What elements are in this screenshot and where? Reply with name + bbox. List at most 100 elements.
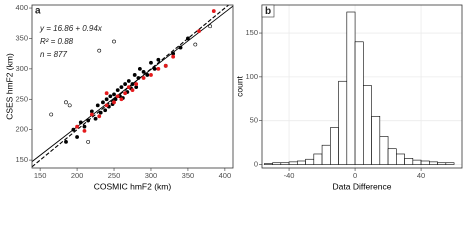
point: [89, 112, 94, 117]
plot-layer: [32, 5, 233, 168]
panel-label: a: [35, 6, 41, 17]
bar: [420, 160, 430, 165]
point: [104, 91, 109, 96]
point: [89, 109, 94, 114]
point: [112, 92, 116, 97]
bar: [354, 41, 364, 165]
point: [156, 66, 161, 71]
y-tick-label: 300: [15, 64, 28, 73]
point: [156, 57, 161, 62]
figure: 150 200 250 300 350 400150200250300350400COSM…: [4, 3, 463, 191]
bar: [330, 127, 339, 165]
bar: [379, 136, 389, 165]
bar: [272, 162, 282, 165]
y-axis-title: count: [234, 75, 244, 96]
bar: [280, 162, 290, 165]
point: [149, 60, 153, 65]
x-tick-label: 250: [108, 171, 121, 180]
x-tick-label: 40: [417, 171, 425, 180]
x-tick-label: 150: [34, 171, 47, 180]
bar: [313, 153, 323, 165]
bar: [387, 148, 397, 165]
point: [149, 73, 153, 77]
point: [104, 97, 109, 102]
y-tick-label: 350: [15, 33, 28, 42]
point: [126, 79, 131, 83]
x-tick-label: 200: [71, 171, 84, 180]
point: [163, 63, 168, 68]
point: [86, 139, 91, 144]
y-axis-title: CSES hmF2 (km): [4, 53, 14, 120]
point: [134, 85, 139, 90]
point: [104, 103, 109, 108]
bar: [371, 115, 381, 165]
x-tick-label: 300: [145, 171, 158, 180]
bar: [288, 161, 298, 165]
point: [211, 9, 216, 13]
point: [208, 24, 212, 29]
point: [130, 88, 135, 93]
point: [95, 103, 100, 108]
x-tick-label: 0: [353, 171, 357, 180]
point: [112, 39, 116, 44]
point: [75, 135, 79, 139]
point: [97, 48, 102, 53]
plot-border: [31, 4, 234, 169]
panel-label-box: [261, 4, 275, 18]
point: [101, 100, 105, 105]
bar: [437, 162, 447, 165]
y-tick-label: 50: [250, 116, 258, 125]
point: [193, 42, 198, 47]
point: [136, 76, 141, 80]
y-tick-label: 250: [15, 94, 28, 103]
point: [137, 66, 142, 71]
y-tick-label: 400: [15, 3, 28, 12]
page: {"chart_data": [ {"type": "scatter", "pa…: [4, 3, 463, 192]
point: [119, 85, 124, 90]
y-tick-label: 200: [15, 125, 28, 134]
point: [132, 73, 137, 77]
point: [134, 82, 139, 86]
x-tick-label: 400: [219, 171, 232, 180]
panel-label: b: [265, 6, 271, 17]
point: [171, 51, 176, 56]
point: [93, 116, 98, 121]
point: [197, 29, 201, 34]
point: [145, 73, 150, 77]
point: [113, 97, 118, 102]
point: [82, 124, 87, 129]
point: [103, 108, 108, 113]
x-tick-label: 350: [182, 171, 195, 180]
y-tick-label: 100: [245, 72, 258, 81]
point: [108, 94, 113, 99]
point: [123, 91, 128, 96]
bar: [404, 158, 414, 165]
bar: [321, 144, 331, 165]
point: [98, 110, 103, 115]
y-tick-label: 150: [15, 155, 28, 164]
point: [119, 97, 124, 102]
point: [123, 82, 128, 86]
point: [130, 82, 135, 86]
bar: [412, 159, 422, 165]
bar: [264, 163, 273, 165]
annotation: n = 877: [40, 50, 67, 59]
point: [82, 128, 87, 133]
point: [75, 124, 79, 129]
point: [141, 76, 146, 80]
point: [86, 118, 91, 123]
point: [178, 45, 183, 50]
point: [67, 103, 72, 108]
bar: [363, 85, 372, 165]
point: [64, 139, 68, 144]
plot-border: [261, 4, 463, 169]
point: [115, 88, 120, 93]
point: [171, 54, 176, 59]
x-tick-label: -40: [284, 171, 295, 180]
point: [64, 100, 68, 105]
y-tick-label: 150: [245, 28, 258, 37]
point: [49, 112, 54, 117]
x-axis-title: Data Difference: [333, 181, 392, 191]
bar: [445, 162, 455, 165]
point: [71, 127, 76, 132]
